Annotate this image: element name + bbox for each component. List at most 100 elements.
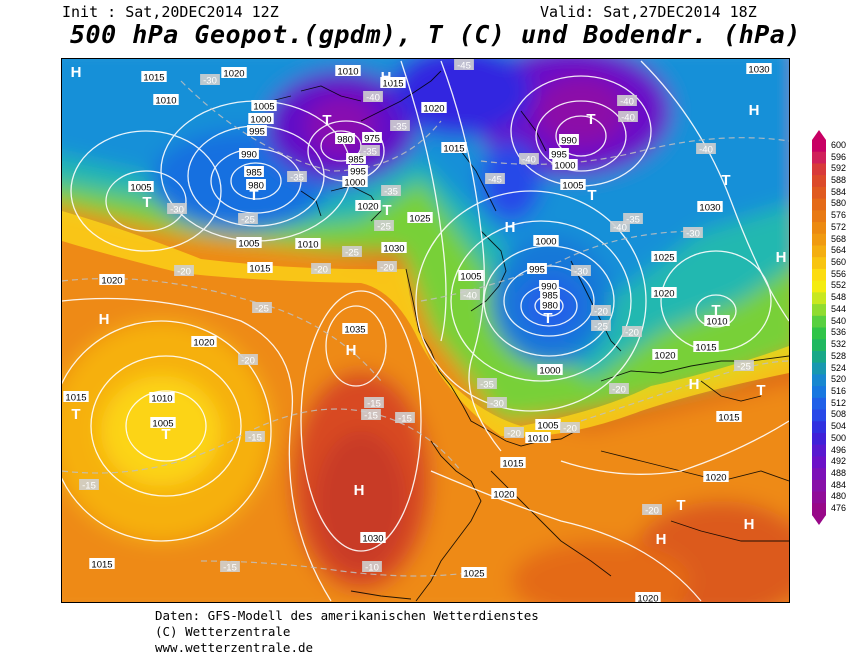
colorbar-swatch — [812, 432, 826, 446]
pressure-label: 1005 — [236, 237, 262, 250]
pressure-label: 1020 — [635, 592, 661, 602]
svg-text:1000: 1000 — [535, 237, 556, 248]
colorbar-swatch — [812, 362, 826, 375]
colorbar-swatch — [812, 386, 826, 399]
svg-text:990: 990 — [541, 282, 557, 293]
colorbar-level-label: 580 — [831, 198, 847, 209]
svg-text:-20: -20 — [645, 506, 659, 517]
svg-text:-25: -25 — [594, 322, 608, 333]
svg-text:-15: -15 — [223, 563, 237, 574]
footer-copyright: (C) Wetterzentrale — [155, 624, 291, 639]
colorbar-swatch — [812, 339, 826, 352]
pressure-label: 1020 — [491, 488, 517, 501]
svg-text:1020: 1020 — [654, 351, 675, 362]
colorbar-swatch — [812, 491, 826, 504]
low-pressure-marker: T — [249, 187, 258, 204]
pressure-label: 1015 — [693, 341, 719, 354]
pressure-label: 1010 — [525, 432, 551, 445]
footer-source: Daten: GFS-Modell des amerikanischen Wet… — [155, 608, 539, 623]
colorbar-level-label: 536 — [831, 327, 847, 338]
colorbar-swatch — [812, 151, 826, 164]
svg-text:1010: 1010 — [527, 434, 548, 445]
high-pressure-marker: H — [776, 249, 787, 266]
svg-text:-20: -20 — [507, 429, 521, 440]
temperature-label: -15 — [220, 561, 240, 574]
temperature-label: -30 — [571, 265, 591, 278]
high-pressure-marker: H — [749, 102, 760, 119]
colorbar-swatch — [812, 397, 826, 411]
temperature-label: -25 — [591, 320, 611, 333]
colorbar-level-label: 576 — [831, 210, 847, 221]
svg-text:1005: 1005 — [460, 272, 481, 283]
svg-text:-45: -45 — [457, 61, 471, 72]
svg-text:1015: 1015 — [91, 560, 112, 571]
low-pressure-marker: T — [587, 187, 596, 204]
pressure-label: 975 — [362, 132, 382, 145]
chart-title: 500 hPa Geopot.(gpdm), T (C) und Bodendr… — [70, 20, 801, 49]
pressure-label: 1030 — [360, 532, 386, 545]
svg-text:1020: 1020 — [357, 202, 378, 213]
colorbar-swatch — [812, 479, 826, 493]
pressure-label: 1010 — [153, 94, 179, 107]
pressure-label: 1025 — [461, 567, 487, 580]
svg-text:1030: 1030 — [699, 203, 720, 214]
svg-text:-35: -35 — [626, 215, 640, 226]
colorbar-level-label: 584 — [831, 186, 847, 197]
low-pressure-marker: T — [756, 382, 765, 399]
pressure-labels: 1015 1020 10101015103010101005100099510209… — [63, 63, 772, 602]
valid-time: Valid: Sat,27DEC2014 18Z — [540, 3, 757, 21]
temperature-labels: -30-45-40 -40-40-35-35-40-40-35 -45-35-30-… — [79, 59, 754, 574]
colorbar-swatch — [812, 444, 826, 457]
svg-text:-40: -40 — [613, 223, 627, 234]
svg-text:1000: 1000 — [554, 161, 575, 172]
pressure-label: 1000 — [248, 113, 274, 126]
svg-text:-40: -40 — [522, 155, 536, 166]
colorbar-level-label: 476 — [831, 503, 847, 514]
low-pressure-marker: T — [586, 111, 595, 128]
pressure-label: 1020 — [221, 67, 247, 80]
pressure-label: 1030 — [381, 242, 407, 255]
pressure-label: 1010 — [335, 65, 361, 78]
pressure-label: 1000 — [342, 176, 368, 189]
svg-text:1025: 1025 — [463, 569, 484, 580]
svg-text:-25: -25 — [255, 304, 269, 315]
colorbar-swatch — [812, 421, 826, 434]
footer-url[interactable]: www.wetterzentrale.de — [155, 640, 314, 655]
colorbar-level-label: 500 — [831, 432, 847, 443]
pressure-label: 1005 — [150, 417, 176, 430]
temperature-label: -35 — [360, 145, 380, 158]
colorbar-swatch — [812, 374, 826, 387]
svg-text:1000: 1000 — [344, 178, 365, 189]
pressure-label: 1005 — [251, 100, 277, 113]
svg-text:-45: -45 — [488, 175, 502, 186]
colorbar-level-label: 568 — [831, 233, 847, 244]
pressure-label: 1020 — [191, 336, 217, 349]
svg-text:1005: 1005 — [537, 421, 558, 432]
pressure-label: 1020 — [421, 102, 447, 115]
low-pressure-marker: T — [382, 202, 391, 219]
pressure-label: 990 — [539, 280, 559, 293]
temperature-label: -20 — [377, 261, 397, 274]
colorbar-swatch — [812, 268, 826, 282]
colorbar-level-label: 504 — [831, 421, 847, 432]
svg-text:1005: 1005 — [130, 183, 151, 194]
svg-text:-30: -30 — [574, 267, 588, 278]
temperature-label: -30 — [487, 397, 507, 410]
pressure-label: 1000 — [552, 159, 578, 172]
temperature-label: -30 — [683, 227, 703, 240]
svg-text:-20: -20 — [612, 385, 626, 396]
temperature-label: -30 — [167, 203, 187, 216]
colorbar-level-label: 596 — [831, 151, 847, 162]
colorbar-level-label: 564 — [831, 245, 847, 256]
pressure-label: 980 — [335, 133, 355, 146]
pressure-label: 985 — [346, 153, 366, 166]
colorbar-swatch — [812, 456, 826, 469]
pressure-label: 1015 — [380, 77, 406, 90]
temperature-label: -40 — [519, 153, 539, 166]
colorbar-level-label: 588 — [831, 175, 847, 186]
high-pressure-marker: H — [689, 376, 700, 393]
svg-text:-15: -15 — [367, 399, 381, 410]
svg-text:1015: 1015 — [382, 79, 403, 90]
svg-text:1020: 1020 — [705, 473, 726, 484]
svg-text:1015: 1015 — [443, 144, 464, 155]
